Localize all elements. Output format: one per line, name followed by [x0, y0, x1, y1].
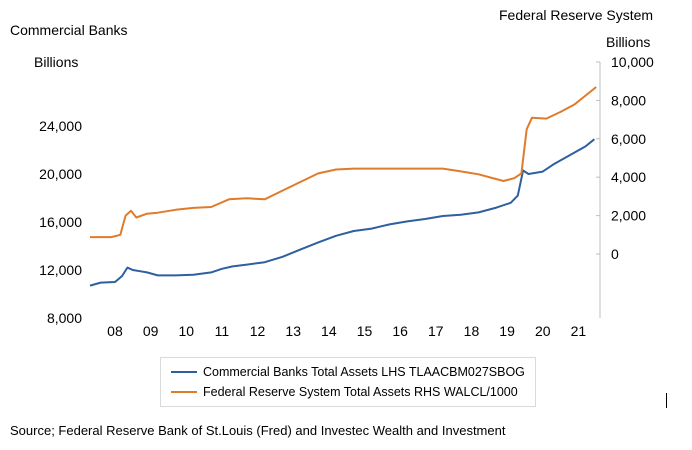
series-layer	[89, 86, 597, 287]
x-tick-label: 19	[499, 323, 515, 339]
x-tick-label: 17	[428, 323, 444, 339]
left-tick-label: 12,000	[39, 262, 82, 278]
legend-swatch-commercial-banks	[171, 371, 197, 373]
x-tick-label: 16	[392, 323, 408, 339]
x-tick-label: 21	[571, 323, 587, 339]
legend-label-federal-reserve: Federal Reserve System Total Assets RHS …	[203, 385, 518, 399]
left-tick-label: 8,000	[47, 310, 82, 326]
series-line-commercial-banks	[89, 138, 596, 287]
right-tick-label: 4,000	[611, 169, 646, 185]
x-tick-label: 13	[285, 323, 301, 339]
right-tick-label: 0	[611, 246, 619, 262]
left-tick-label: 20,000	[39, 166, 82, 182]
left-tick-label: 24,000	[39, 118, 82, 134]
text-cursor	[666, 393, 667, 408]
source-note: Source; Federal Reserve Bank of St.Louis…	[10, 423, 506, 438]
x-tick-label: 15	[357, 323, 373, 339]
right-axis-ticks: 0 2,000 4,000 6,000 8,000 10,000	[596, 54, 654, 262]
left-axis-title: Commercial Banks	[10, 22, 128, 38]
dual-axis-line-chart: 8,000 12,000 16,000 20,000 24,000 0 2,000 4,00…	[39, 54, 654, 339]
left-tick-label: 16,000	[39, 214, 82, 230]
x-tick-label: 09	[143, 323, 159, 339]
x-tick-label: 18	[464, 323, 480, 339]
right-axis-title: Federal Reserve System	[499, 7, 654, 23]
right-tick-label: 6,000	[611, 131, 646, 147]
x-tick-label: 08	[107, 323, 123, 339]
legend-swatch-federal-reserve	[171, 391, 197, 393]
x-axis-ticks: 08 09 10 11 12 13 14 15 16 17 18 19 20 21	[107, 323, 586, 339]
legend-item-federal-reserve: Federal Reserve System Total Assets RHS …	[171, 383, 518, 401]
x-tick-label: 11	[215, 323, 230, 339]
right-tick-label: 10,000	[611, 54, 654, 70]
left-axis-ticks: 8,000 12,000 16,000 20,000 24,000	[39, 118, 82, 326]
x-tick-label: 14	[321, 323, 337, 339]
legend: Commercial Banks Total Assets LHS TLAACB…	[160, 357, 536, 407]
legend-label-commercial-banks: Commercial Banks Total Assets LHS TLAACB…	[203, 365, 525, 379]
right-tick-label: 2,000	[611, 208, 646, 224]
x-tick-label: 10	[178, 323, 194, 339]
right-axis-unit: Billions	[606, 34, 651, 50]
left-axis-unit: Billions	[34, 54, 79, 70]
series-line-federal-reserve	[90, 86, 597, 239]
x-tick-label: 12	[250, 323, 266, 339]
legend-item-commercial-banks: Commercial Banks Total Assets LHS TLAACB…	[171, 363, 525, 381]
right-tick-label: 8,000	[611, 92, 646, 108]
x-tick-label: 20	[535, 323, 551, 339]
